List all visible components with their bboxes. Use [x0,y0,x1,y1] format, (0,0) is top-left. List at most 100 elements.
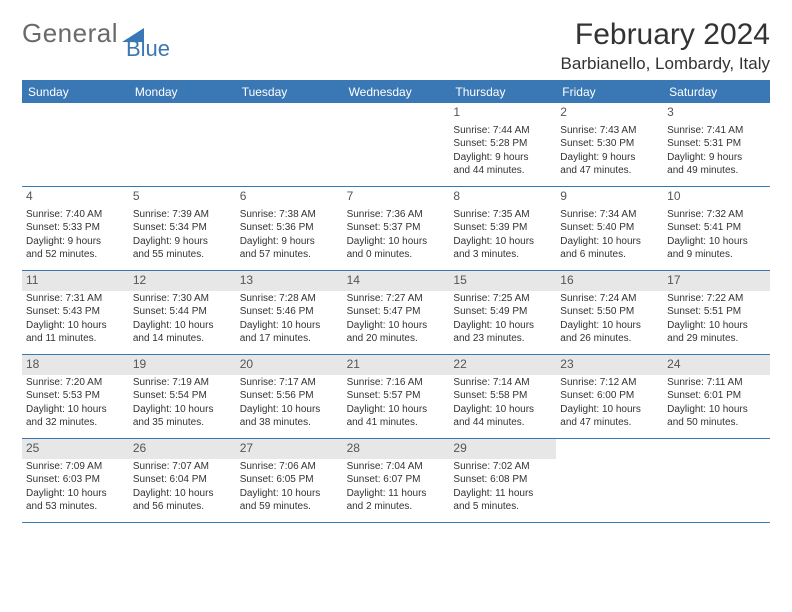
day-number-row: 1 [449,103,556,123]
daylight-line: and 53 minutes. [26,501,125,514]
weekday-header: Friday [556,81,663,103]
daylight-line: Daylight: 9 hours [453,152,552,165]
daylight-line: Daylight: 9 hours [560,152,659,165]
day-number-row: 8 [449,187,556,207]
calendar-cell-empty [129,103,236,187]
title-block: February 2024 Barbianello, Lombardy, Ita… [561,18,770,74]
daylight-line: Daylight: 10 hours [560,404,659,417]
daylight-line: Daylight: 10 hours [347,404,446,417]
day-number-row: 5 [129,187,236,207]
daylight-line: and 26 minutes. [560,333,659,346]
sunset-line: Sunset: 5:51 PM [667,306,766,319]
sunset-line: Sunset: 6:08 PM [453,474,552,487]
sunrise-line: Sunrise: 7:25 AM [453,293,552,306]
calendar-cell: 20Sunrise: 7:17 AMSunset: 5:56 PMDayligh… [236,355,343,439]
day-number-row: 20 [236,355,343,375]
daylight-line: Daylight: 11 hours [453,488,552,501]
calendar-cell: 26Sunrise: 7:07 AMSunset: 6:04 PMDayligh… [129,439,236,523]
daylight-line: Daylight: 10 hours [560,236,659,249]
daylight-line: and 32 minutes. [26,417,125,430]
day-number: 8 [453,189,460,203]
day-number-row: 16 [556,271,663,291]
sunset-line: Sunset: 5:57 PM [347,390,446,403]
sunset-line: Sunset: 5:56 PM [240,390,339,403]
calendar-cell-empty [663,439,770,523]
calendar-cell: 4Sunrise: 7:40 AMSunset: 5:33 PMDaylight… [22,187,129,271]
day-number: 2 [560,105,567,119]
daylight-line: and 47 minutes. [560,417,659,430]
day-number: 25 [26,441,39,455]
calendar-cell: 17Sunrise: 7:22 AMSunset: 5:51 PMDayligh… [663,271,770,355]
day-number-row: 27 [236,439,343,459]
daylight-line: and 29 minutes. [667,333,766,346]
weekday-header: Tuesday [236,81,343,103]
day-number-row: 28 [343,439,450,459]
day-number: 29 [453,441,466,455]
daylight-line: and 2 minutes. [347,501,446,514]
daylight-line: Daylight: 10 hours [347,236,446,249]
calendar-cell: 8Sunrise: 7:35 AMSunset: 5:39 PMDaylight… [449,187,556,271]
calendar-cell-empty [22,103,129,187]
calendar-cell-empty [236,103,343,187]
day-number: 17 [667,273,680,287]
sunrise-line: Sunrise: 7:24 AM [560,293,659,306]
daylight-line: and 6 minutes. [560,249,659,262]
sunset-line: Sunset: 5:49 PM [453,306,552,319]
day-number: 7 [347,189,354,203]
calendar-cell: 15Sunrise: 7:25 AMSunset: 5:49 PMDayligh… [449,271,556,355]
daylight-line: Daylight: 10 hours [240,488,339,501]
daylight-line: and 3 minutes. [453,249,552,262]
sunset-line: Sunset: 5:53 PM [26,390,125,403]
daylight-line: and 50 minutes. [667,417,766,430]
logo-text-blue: Blue [126,36,170,62]
sunrise-line: Sunrise: 7:44 AM [453,125,552,138]
day-number-row: 25 [22,439,129,459]
sunrise-line: Sunrise: 7:17 AM [240,377,339,390]
day-number: 1 [453,105,460,119]
daylight-line: and 49 minutes. [667,165,766,178]
daylight-line: and 41 minutes. [347,417,446,430]
daylight-line: Daylight: 9 hours [240,236,339,249]
sunset-line: Sunset: 5:36 PM [240,222,339,235]
day-number-row: 15 [449,271,556,291]
day-number: 3 [667,105,674,119]
day-number-row: 11 [22,271,129,291]
day-number: 15 [453,273,466,287]
daylight-line: and 55 minutes. [133,249,232,262]
day-number-row: 14 [343,271,450,291]
sunrise-line: Sunrise: 7:40 AM [26,209,125,222]
sunrise-line: Sunrise: 7:43 AM [560,125,659,138]
daylight-line: Daylight: 9 hours [26,236,125,249]
day-number: 22 [453,357,466,371]
daylight-line: and 9 minutes. [667,249,766,262]
sunrise-line: Sunrise: 7:12 AM [560,377,659,390]
day-number: 21 [347,357,360,371]
calendar-cell: 25Sunrise: 7:09 AMSunset: 6:03 PMDayligh… [22,439,129,523]
calendar-header-row: SundayMondayTuesdayWednesdayThursdayFrid… [22,80,770,103]
calendar-cell: 10Sunrise: 7:32 AMSunset: 5:41 PMDayligh… [663,187,770,271]
sunrise-line: Sunrise: 7:14 AM [453,377,552,390]
sunrise-line: Sunrise: 7:34 AM [560,209,659,222]
day-number-row: 4 [22,187,129,207]
day-number-row: 10 [663,187,770,207]
daylight-line: and 44 minutes. [453,417,552,430]
day-number-row: 2 [556,103,663,123]
sunrise-line: Sunrise: 7:41 AM [667,125,766,138]
calendar-cell: 16Sunrise: 7:24 AMSunset: 5:50 PMDayligh… [556,271,663,355]
calendar-body: 1Sunrise: 7:44 AMSunset: 5:28 PMDaylight… [22,103,770,523]
sunrise-line: Sunrise: 7:02 AM [453,461,552,474]
daylight-line: and 57 minutes. [240,249,339,262]
daylight-line: Daylight: 10 hours [453,404,552,417]
calendar-cell: 21Sunrise: 7:16 AMSunset: 5:57 PMDayligh… [343,355,450,439]
day-number: 14 [347,273,360,287]
sunset-line: Sunset: 5:30 PM [560,138,659,151]
day-number-row: 7 [343,187,450,207]
day-number-row: 6 [236,187,343,207]
daylight-line: and 52 minutes. [26,249,125,262]
calendar-cell: 1Sunrise: 7:44 AMSunset: 5:28 PMDaylight… [449,103,556,187]
daylight-line: Daylight: 10 hours [26,404,125,417]
sunset-line: Sunset: 5:54 PM [133,390,232,403]
day-number-row: 9 [556,187,663,207]
sunset-line: Sunset: 5:34 PM [133,222,232,235]
sunrise-line: Sunrise: 7:36 AM [347,209,446,222]
